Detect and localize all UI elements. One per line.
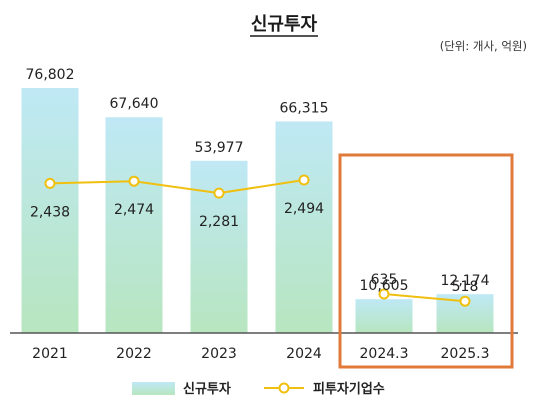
x-tick-label-4: 2024.3	[360, 346, 409, 362]
line-point-2	[213, 187, 225, 199]
legend-bar-label: 신규투자	[183, 382, 231, 397]
bar-value-label-1: 67,640	[110, 96, 159, 112]
x-tick-label-1: 2022	[116, 346, 152, 362]
line-value-label-4: 635	[371, 272, 398, 288]
line-point-5	[459, 295, 471, 307]
line-value-label-2: 2,281	[199, 214, 239, 230]
bar-1	[105, 117, 163, 333]
unit-note: (단위: 개사, 억원)	[440, 39, 527, 53]
line-value-label-5: 518	[452, 279, 479, 295]
line-value-label-0: 2,438	[30, 204, 70, 220]
chart-title: 신규투자	[251, 14, 318, 35]
line-point-1	[128, 175, 140, 187]
x-tick-label-5: 2025.3	[441, 346, 490, 362]
line-value-label-3: 2,494	[284, 201, 324, 217]
line-point-0	[44, 177, 56, 189]
bar-value-label-4: 10,605	[360, 278, 409, 294]
line-point-4	[378, 288, 390, 300]
x-tick-label-3: 2024	[286, 346, 322, 362]
bar-value-label-5: 12,174	[441, 273, 490, 289]
line-value-label-1: 2,474	[114, 202, 154, 218]
bar-value-label-0: 76,802	[26, 67, 75, 83]
bar-2	[190, 160, 248, 333]
bar-0	[21, 88, 79, 333]
bar-3	[275, 121, 333, 333]
legend-bar-swatch	[132, 382, 175, 395]
bar-4	[355, 299, 413, 333]
bar-value-label-3: 66,315	[280, 100, 329, 116]
line-segment-1	[383, 293, 466, 303]
highlight-box	[338, 153, 514, 369]
bar-value-label-2: 53,977	[195, 140, 244, 156]
line-point-3	[298, 174, 310, 186]
x-tick-label-0: 2021	[32, 346, 68, 362]
line-segment-0	[49, 179, 305, 195]
x-tick-label-2: 2023	[201, 346, 237, 362]
legend-line-marker	[278, 382, 290, 394]
legend-line-label: 피투자기업수	[313, 382, 385, 397]
